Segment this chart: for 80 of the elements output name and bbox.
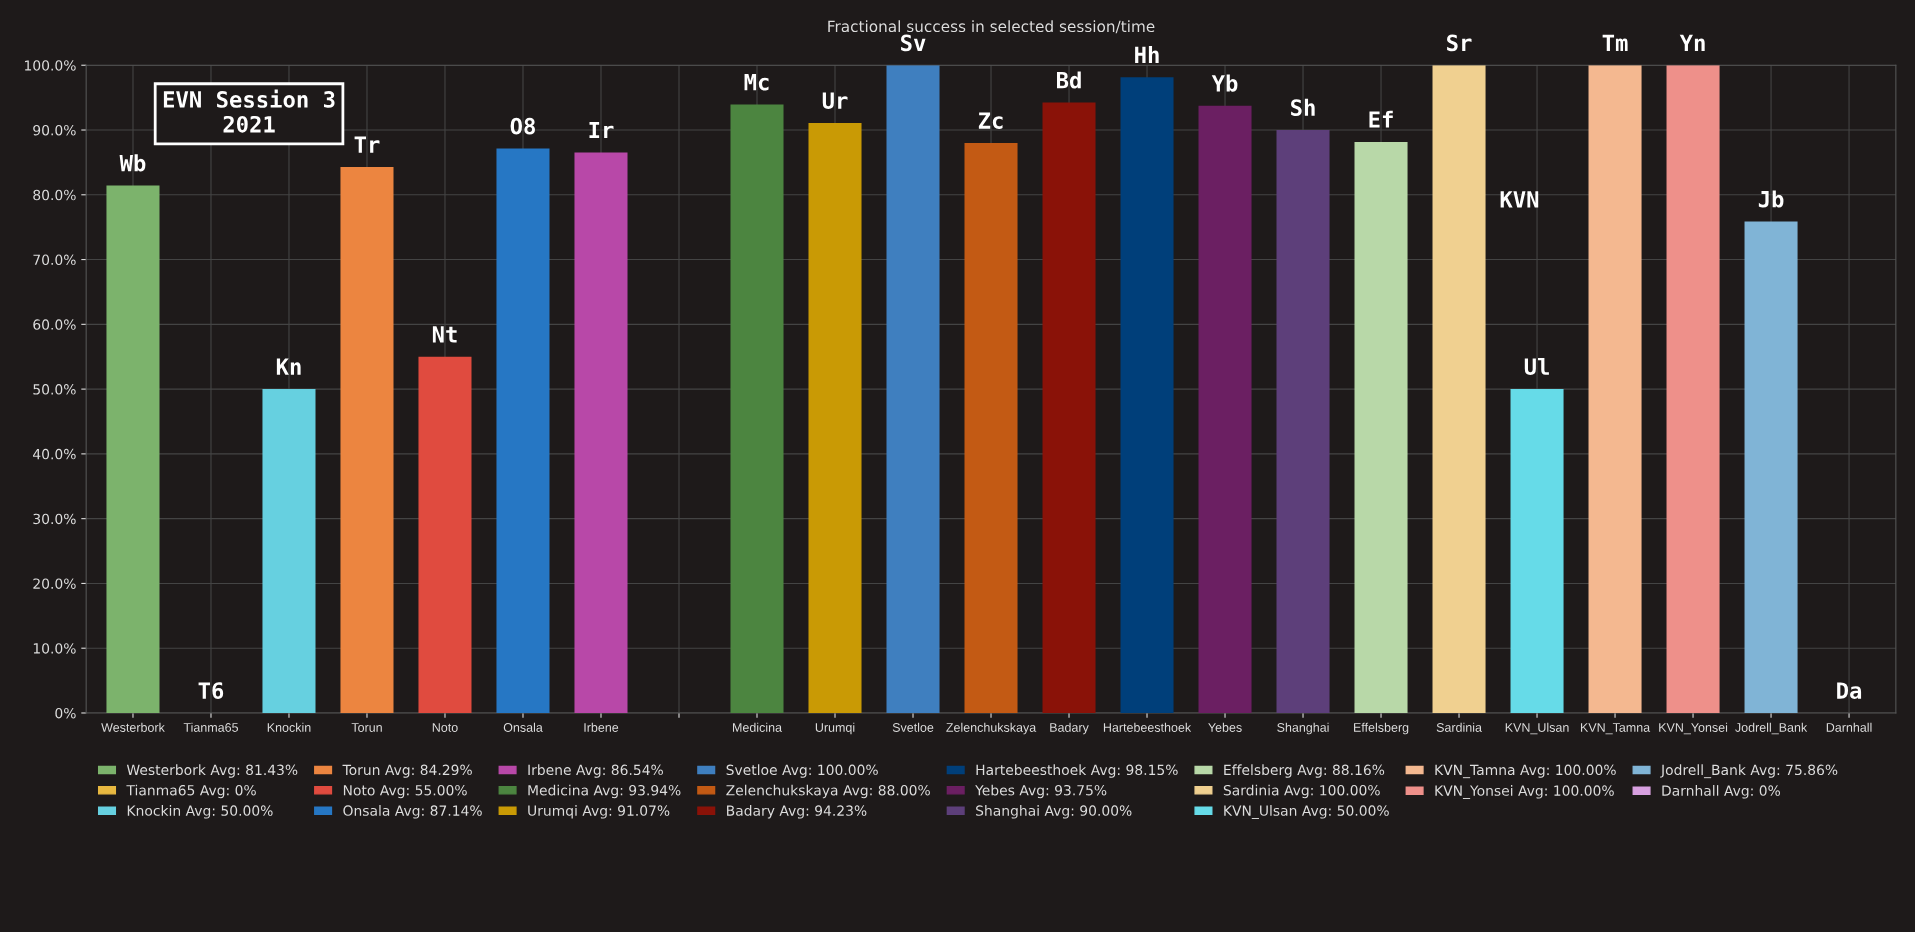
legend-label: Darnhall Avg: 0% xyxy=(1662,785,1781,799)
x-tick-label: Effelsberg xyxy=(1354,722,1409,735)
data-label: O8 xyxy=(510,117,535,135)
legend-label: Shanghai Avg: 90.00% xyxy=(976,805,1132,819)
x-tick-label: KVN_Ulsan xyxy=(1505,722,1569,735)
x-tick-label: KVN_Tamna xyxy=(1580,723,1651,735)
data-label: Sv xyxy=(901,34,926,52)
legend-label: Knockin Avg: 50.00% xyxy=(127,805,273,819)
x-tick-label: Svetloe xyxy=(892,722,934,732)
annotation: EVN Session 3 2021 xyxy=(163,89,335,133)
x-tick-label: Tianma65 xyxy=(183,722,239,732)
x-tick-label: Darnhall xyxy=(1826,722,1872,732)
legend-label: Urumqi Avg: 91.07% xyxy=(528,805,670,819)
legend-label: Medicina Avg: 93.94% xyxy=(528,784,681,799)
data-label: Ur xyxy=(822,92,848,110)
x-tick-label: Westerbork xyxy=(101,722,165,732)
x-tick-label: Urumqi xyxy=(815,722,855,735)
y-tick-label: 0% xyxy=(55,707,76,719)
y-tick-label: 100.0% xyxy=(25,60,76,71)
legend-label: KVN_Tamna Avg: 100.00% xyxy=(1435,764,1616,779)
data-label: Wb xyxy=(119,154,146,172)
x-tick-label: KVN_Yonsei xyxy=(1659,722,1728,735)
x-tick-label: Torun xyxy=(351,723,382,732)
y-tick-label: 20.0% xyxy=(33,578,76,589)
x-tick-label: Sardinia xyxy=(1436,722,1482,732)
data-label: Ir xyxy=(589,121,614,139)
data-label: Tm xyxy=(1602,34,1628,51)
legend-label: Jodrell_Bank Avg: 75.86% xyxy=(1660,764,1838,779)
legend-label: Westerbork Avg: 81.43% xyxy=(126,764,298,778)
legend-label: Yebes Avg: 93.75% xyxy=(975,784,1107,799)
y-tick-label: 10.0% xyxy=(33,643,76,654)
legend-label: Effelsberg Avg: 88.16% xyxy=(1224,764,1385,778)
x-tick-label: Noto xyxy=(432,723,458,732)
y-tick-label: 80.0% xyxy=(33,189,76,201)
legend-label: Hartebeesthoek Avg: 98.15% xyxy=(976,764,1178,778)
y-tick-label: 50.0% xyxy=(33,384,76,395)
data-label: Yn xyxy=(1679,34,1705,51)
legend-label: Noto Avg: 55.00% xyxy=(343,784,467,799)
x-tick-label: Badary xyxy=(1050,722,1089,735)
legend-label: KVN_Ulsan Avg: 50.00% xyxy=(1224,805,1389,819)
legend-label: KVN_Yonsei Avg: 100.00% xyxy=(1435,785,1614,799)
x-tick-label: Onsala xyxy=(503,722,543,732)
x-tick-label: Shanghai xyxy=(1277,722,1329,735)
data-label: T6 xyxy=(198,682,224,699)
legend-label: Torun Avg: 84.29% xyxy=(342,764,472,778)
y-tick-label: 90.0% xyxy=(33,124,76,136)
legend-label: Sardinia Avg: 100.00% xyxy=(1223,784,1380,799)
data-label: Sr xyxy=(1447,34,1472,52)
data-label: Nt xyxy=(432,326,457,343)
x-tick-label: Jodrell_Bank xyxy=(1735,722,1808,735)
y-tick-label: 30.0% xyxy=(33,513,76,525)
legend-label: Tianma65 Avg: 0% xyxy=(126,784,256,799)
legend-label: Svetloe Avg: 100.00% xyxy=(726,764,878,778)
x-tick-label: Irbene xyxy=(584,722,619,732)
data-label: Zc xyxy=(978,112,1003,129)
y-tick-label: 70.0% xyxy=(33,254,76,266)
chart-title: Fractional success in selected session/time xyxy=(828,20,1155,34)
x-tick-label: Knockin xyxy=(267,722,311,732)
legend-label: Badary Avg: 94.23% xyxy=(727,805,867,819)
data-label: Bd xyxy=(1056,71,1081,89)
data-label: Jb xyxy=(1758,190,1784,208)
legend-label: Zelenchukskaya Avg: 88.00% xyxy=(726,784,930,799)
y-tick-label: 60.0% xyxy=(33,319,76,330)
x-tick-label: Medicina xyxy=(733,722,783,732)
y-tick-label: 40.0% xyxy=(33,448,76,460)
data-label: Kn xyxy=(276,358,301,375)
data-label: Tr xyxy=(354,136,380,153)
data-label: Mc xyxy=(744,73,769,91)
x-tick-label: Zelenchukskaya xyxy=(946,722,1037,735)
x-tick-label: Hartebeesthoek xyxy=(1103,722,1192,732)
data-label: Ul xyxy=(1524,357,1549,376)
data-label: Hh xyxy=(1135,46,1159,63)
data-label: Ef xyxy=(1369,110,1393,128)
data-label: Yb xyxy=(1211,74,1238,92)
x-tick-label: Yebes xyxy=(1208,722,1242,732)
legend-label: Irbene Avg: 86.54% xyxy=(528,764,663,778)
annotation: KVN xyxy=(1500,191,1539,208)
legend-label: Onsala Avg: 87.14% xyxy=(343,805,482,819)
data-label: Da xyxy=(1837,682,1862,699)
data-label: Sh xyxy=(1291,98,1315,116)
